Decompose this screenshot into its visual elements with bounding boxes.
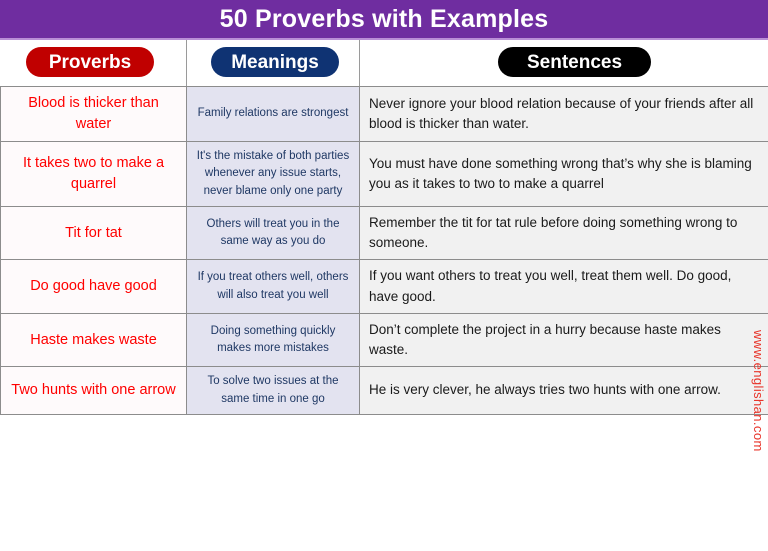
table-row: Two hunts with one arrow To solve two iss…: [0, 366, 768, 415]
header-badge-meanings: Meanings: [211, 47, 339, 77]
cell-sentence: He is very clever, he always tries two h…: [359, 366, 768, 415]
cell-proverb: Blood is thicker than water: [0, 85, 187, 143]
column-divider-2: [359, 40, 360, 86]
cell-meaning: To solve two issues at the same time in …: [186, 366, 360, 415]
proverbs-table-body: Blood is thicker than water Family relati…: [0, 85, 768, 415]
cell-meaning: Others will treat you in the same way as…: [186, 205, 360, 261]
page-title: 50 Proverbs with Examples: [219, 4, 549, 33]
cell-proverb: It takes two to make a quarrel: [0, 141, 187, 207]
cell-sentence: Never ignore your blood relation because…: [359, 85, 768, 143]
cell-sentence: If you want others to treat you well, tr…: [359, 259, 768, 314]
cell-proverb: Tit for tat: [0, 205, 187, 261]
cell-proverb: Do good have good: [0, 259, 187, 314]
table-row: Haste makes waste Doing something quickly…: [0, 312, 768, 368]
cell-meaning: If you treat others well, others will al…: [186, 259, 360, 314]
cell-meaning: It's the mistake of both parties wheneve…: [186, 141, 360, 207]
proverbs-table: Blood is thicker than water Family relati…: [0, 85, 768, 415]
cell-proverb: Two hunts with one arrow: [0, 366, 187, 415]
table-row: Tit for tat Others will treat you in the …: [0, 205, 768, 261]
table-row: It takes two to make a quarrel It's the m…: [0, 141, 768, 207]
cell-sentence: Don’t complete the project in a hurry be…: [359, 312, 768, 368]
cell-meaning: Doing something quickly makes more mista…: [186, 312, 360, 368]
table-row: Do good have good If you treat others wel…: [0, 259, 768, 314]
title-banner: 50 Proverbs with Examples: [0, 0, 768, 38]
banner-underline: [0, 38, 768, 40]
cell-proverb: Haste makes waste: [0, 312, 187, 368]
table-row: Blood is thicker than water Family relati…: [0, 85, 768, 143]
cell-meaning: Family relations are strongest: [186, 85, 360, 143]
header-badge-proverbs: Proverbs: [26, 47, 154, 77]
column-header-row: Proverbs Meanings Sentences: [0, 40, 768, 86]
column-divider-1: [186, 40, 187, 86]
cell-sentence: Remember the tit for tat rule before doi…: [359, 205, 768, 261]
cell-sentence: You must have done something wrong that’…: [359, 141, 768, 207]
header-badge-sentences: Sentences: [498, 47, 651, 77]
